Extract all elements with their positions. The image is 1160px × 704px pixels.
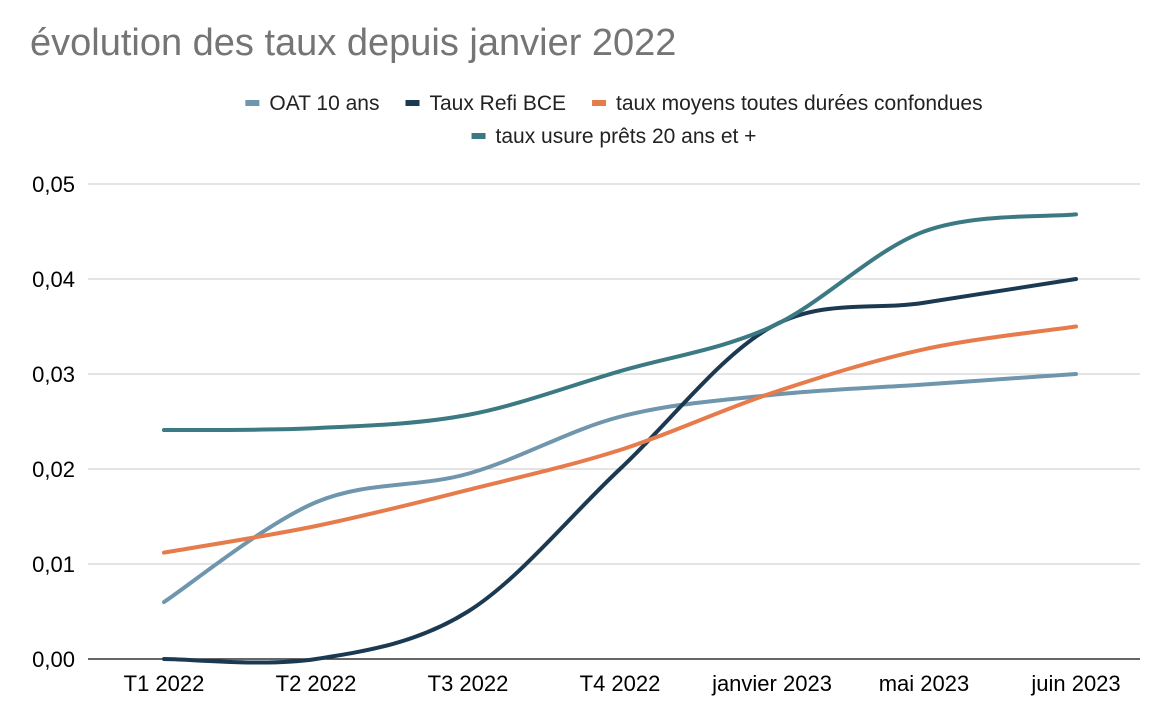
legend: OAT 10 ans Taux Refi BCE taux moyens toute… [245,92,983,148]
x-axis-ticks: T1 2022 T2 2022 T3 2022 T4 2022 janvier 2023… [124,671,1121,696]
series-line-4 [162,212,1078,433]
grid-lines [88,183,1140,660]
legend-label: OAT 10 ans [269,92,379,115]
legend-label: taux usure prêts 20 ans et + [496,125,757,148]
x-tick-label: juin 2023 [1030,671,1120,696]
legend-swatch [245,100,260,106]
x-tick-label: janvier 2023 [711,671,832,696]
legend-label: taux moyens toutes durées confondues [616,92,983,115]
series-line-2 [162,277,1078,665]
x-tick-label: T4 2022 [580,671,661,696]
y-tick-label: 0,03 [32,362,75,387]
y-axis-ticks: 0,00 0,01 0,02 0,03 0,04 0,05 [32,172,75,672]
series-lines [162,212,1078,665]
x-tick-label: T2 2022 [276,671,357,696]
x-tick-label: T3 2022 [428,671,509,696]
legend-label: Taux Refi BCE [429,92,566,115]
x-tick-label: T1 2022 [124,671,205,696]
y-tick-label: 0,01 [32,552,75,577]
series-line-3 [162,324,1078,555]
series-line-1 [162,372,1078,604]
x-tick-label: mai 2023 [879,671,970,696]
legend-swatch [405,100,420,106]
y-tick-label: 0,04 [32,267,75,292]
y-tick-label: 0,00 [32,647,75,672]
y-tick-label: 0,05 [32,172,75,197]
legend-swatch [471,133,486,139]
legend-swatch [592,100,607,106]
y-tick-label: 0,02 [32,457,75,482]
chart-title: évolution des taux depuis janvier 2022 [30,22,677,64]
